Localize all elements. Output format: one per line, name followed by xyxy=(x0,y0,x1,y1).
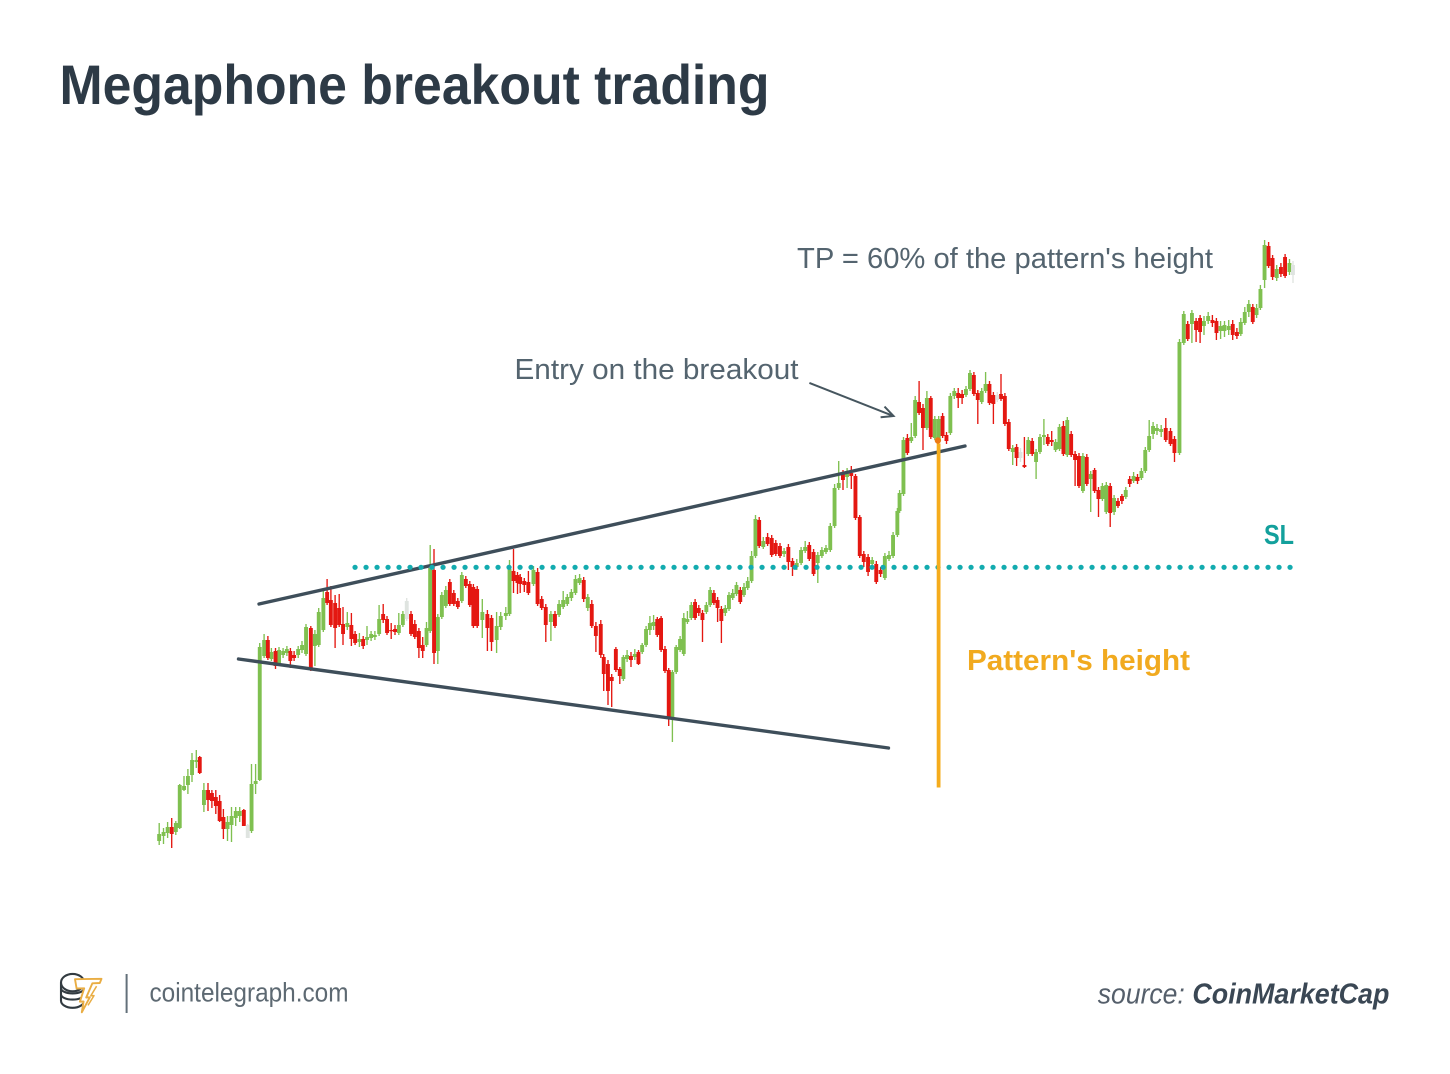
svg-text:source:: source: xyxy=(1098,979,1185,1011)
svg-text:Entry on the breakout: Entry on the breakout xyxy=(515,354,799,386)
svg-text:SL: SL xyxy=(1264,519,1294,550)
svg-text:Pattern's height: Pattern's height xyxy=(967,645,1190,677)
svg-text:Megaphone breakout trading: Megaphone breakout trading xyxy=(60,53,770,116)
svg-text:cointelegraph.com: cointelegraph.com xyxy=(150,978,349,1008)
svg-text:CoinMarketCap: CoinMarketCap xyxy=(1192,979,1389,1011)
svg-text:TP = 60% of the pattern's heig: TP = 60% of the pattern's height xyxy=(797,243,1213,275)
